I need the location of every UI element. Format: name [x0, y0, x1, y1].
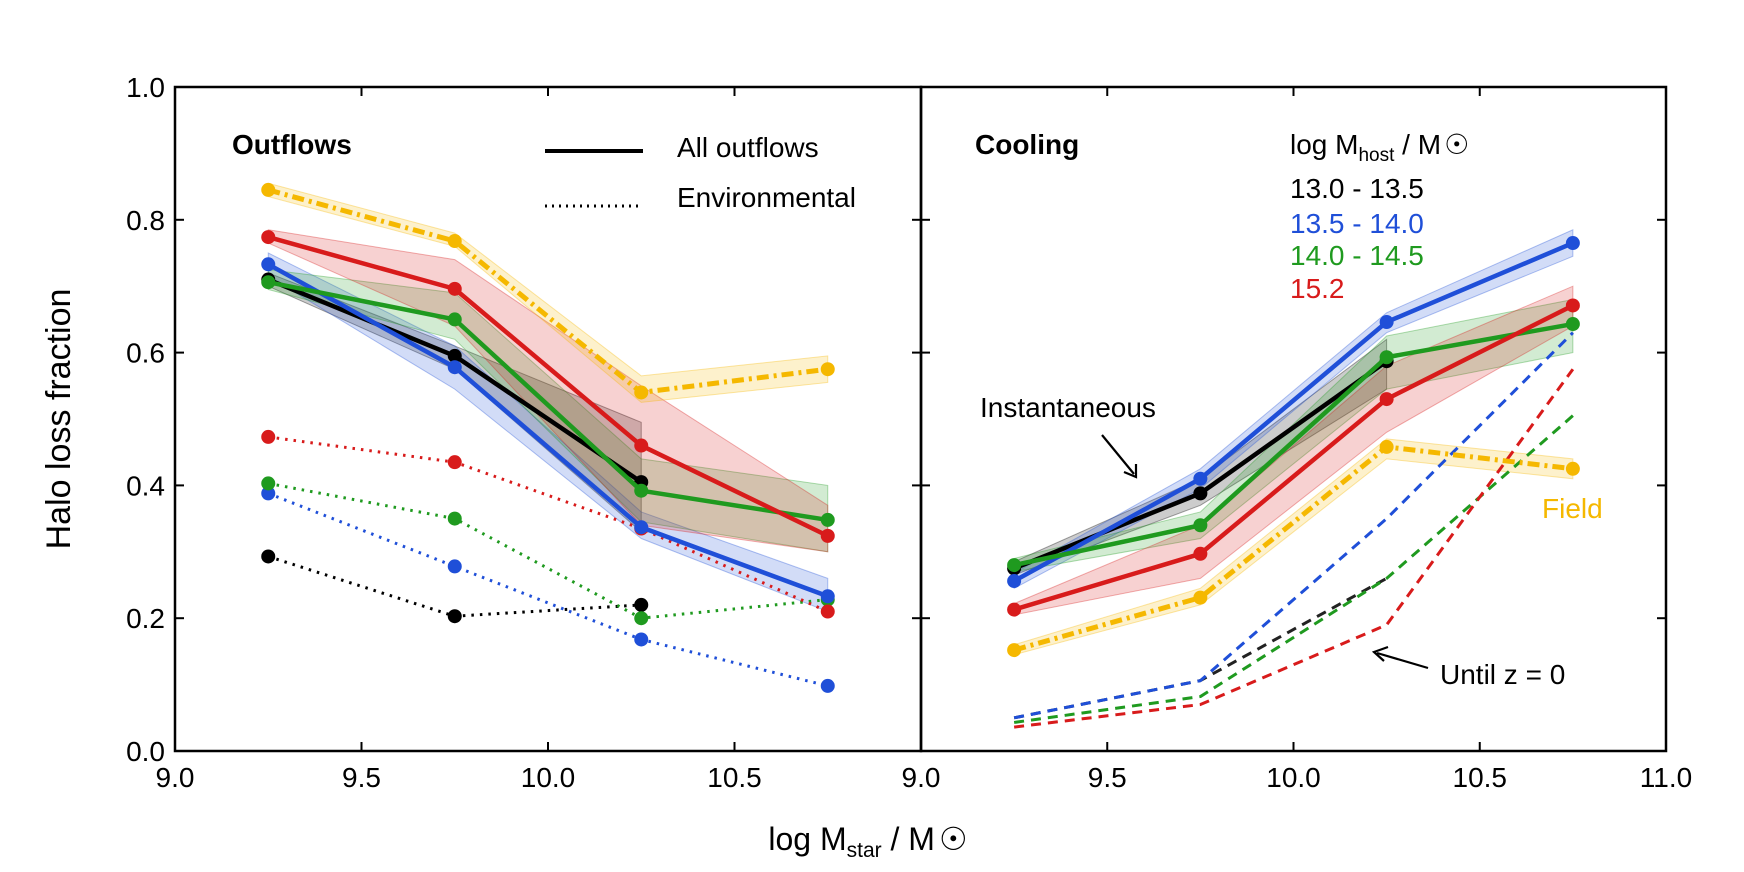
until-z0-arrow-line: [1376, 651, 1429, 670]
legend-mass-bin-4: 15.2: [1290, 273, 1345, 304]
right-line-13-5-14-0-z0: [1013, 331, 1574, 720]
right-panel-marks: [1007, 228, 1580, 729]
axis-ticks: 9.0 9.5 10.0 10.5 9.0 9.5 10.0 10.5 11.0 0.0 0.2 0.…: [126, 72, 1692, 793]
right-point-13-5-14-0-inst-3: [1565, 236, 1580, 251]
right-point-14-0-14-5-inst-2: [1379, 350, 1394, 365]
left-point-13-5-14-0-all-1: [447, 360, 462, 375]
left-point-15-2-all-2: [634, 438, 649, 453]
left-point-15-2-all-3: [820, 528, 835, 543]
left-point-14-0-14-5-all-0: [261, 275, 276, 290]
left-point-13-5-14-0-all-3: [820, 589, 835, 604]
right-point-field-inst-0: [1007, 643, 1022, 658]
instantaneous-arrow-head: [1123, 464, 1138, 479]
right-point-13-5-14-0-inst-1: [1193, 471, 1208, 486]
legend-all-outflows-label: All outflows: [677, 132, 819, 163]
right-x-tick-label: 9.0: [902, 762, 941, 793]
left-line-14-0-14-5-all: [267, 280, 829, 523]
right-panel-title: Cooling: [975, 129, 1079, 160]
left-x-tick-label: 10.5: [707, 762, 762, 793]
left-point-14-0-14-5-all-1: [447, 312, 462, 327]
right-point-14-0-14-5-inst-0: [1007, 558, 1022, 573]
right-point-14-0-14-5-inst-1: [1193, 518, 1208, 533]
left-point-13-5-14-0-all-2: [634, 520, 649, 535]
right-line-14-0-14-5-inst: [1013, 321, 1574, 568]
left-point-15-2-env-1: [447, 455, 462, 470]
left-line-13-5-14-0-all: [267, 262, 829, 599]
right-x-tick-label: 9.5: [1088, 762, 1127, 793]
right-point-15-2-inst-1: [1193, 546, 1208, 561]
left-x-tick-label: 9.0: [156, 762, 195, 793]
right-x-tick-label: 11.0: [1640, 762, 1692, 793]
y-tick-label: 0.0: [126, 736, 165, 767]
right-point-13-0-13-5-inst-1: [1193, 486, 1208, 501]
right-point-15-2-inst-2: [1379, 392, 1394, 407]
left-point-14-0-14-5-all-2: [634, 483, 649, 498]
left-point-14-0-14-5-env-1: [447, 511, 462, 526]
instantaneous-annotation: Instantaneous: [980, 392, 1156, 423]
left-point-13-5-14-0-env-3: [820, 678, 835, 693]
right-band-13-5-14-0-inst: [1013, 228, 1574, 590]
right-x-tick-label: 10.5: [1453, 762, 1508, 793]
left-x-tick-label: 10.0: [521, 762, 576, 793]
until-z0-arrow-head: [1371, 645, 1389, 662]
left-panel-marks: [261, 182, 835, 693]
left-point-15-2-env-0: [261, 429, 276, 444]
left-point-field-all-1: [447, 234, 462, 249]
instantaneous-arrow-line: [1101, 434, 1135, 475]
y-axis-label: Halo loss fraction: [40, 289, 78, 550]
left-line-14-0-14-5-env: [267, 481, 828, 620]
left-point-13-5-14-0-env-2: [634, 632, 649, 647]
x-axis-label: log Mstar / M ☉: [768, 821, 967, 862]
host-mass-legend-title: log Mhost / M ☉: [1290, 129, 1469, 166]
right-band-14-0-14-5-inst: [1013, 298, 1574, 573]
left-point-15-2-all-1: [447, 281, 462, 296]
left-band-15-2-all: [267, 229, 829, 553]
y-tick-label: 0.2: [126, 603, 165, 634]
legend-mass-bin-2: 13.5 - 14.0: [1290, 208, 1424, 239]
legend-mass-bin-3: 14.0 - 14.5: [1290, 240, 1424, 271]
right-line-15-2-z0: [1013, 368, 1575, 729]
left-line-field-all: [267, 187, 829, 395]
left-point-field-all-2: [634, 385, 649, 400]
left-line-15-2-all: [267, 234, 829, 538]
left-point-15-2-env-3: [820, 604, 835, 619]
right-point-field-inst-3: [1565, 461, 1580, 476]
y-tick-label: 0.4: [126, 470, 165, 501]
left-point-field-all-3: [820, 362, 835, 377]
right-line-13-5-14-0-inst: [1013, 240, 1574, 583]
right-point-14-0-14-5-inst-3: [1565, 317, 1580, 332]
right-point-13-5-14-0-inst-0: [1007, 574, 1022, 589]
right-line-field-inst: [1013, 444, 1574, 653]
legend-environmental-label: Environmental: [677, 182, 856, 213]
left-point-14-0-14-5-env-0: [261, 476, 276, 491]
left-panel-title: Outflows: [232, 129, 352, 160]
right-point-field-inst-2: [1379, 439, 1394, 454]
left-line-15-2-env: [268, 435, 829, 613]
left-point-13-0-13-5-env-2: [634, 597, 649, 612]
left-point-field-all-0: [261, 182, 276, 197]
left-point-13-0-13-5-env-1: [447, 609, 462, 624]
right-line-15-2-inst: [1013, 303, 1574, 612]
until-z0-annotation: Until z = 0: [1440, 659, 1565, 690]
left-point-13-5-14-0-env-0: [261, 486, 276, 501]
right-point-field-inst-1: [1193, 590, 1208, 605]
left-point-13-0-13-5-all-1: [447, 348, 462, 363]
right-point-15-2-inst-0: [1007, 602, 1022, 617]
right-point-13-5-14-0-inst-2: [1379, 315, 1394, 330]
y-tick-label: 0.6: [126, 338, 165, 369]
left-point-13-5-14-0-env-1: [447, 559, 462, 574]
field-annotation: Field: [1542, 493, 1603, 524]
y-tick-label: 0.8: [126, 205, 165, 236]
left-point-13-5-14-0-all-0: [261, 257, 276, 272]
legend-mass-bin-1: 13.0 - 13.5: [1290, 173, 1424, 204]
left-point-14-0-14-5-env-2: [634, 611, 649, 626]
left-point-13-0-13-5-env-0: [261, 549, 276, 564]
left-point-15-2-all-0: [261, 230, 276, 245]
y-tick-label: 1.0: [126, 72, 165, 103]
left-point-14-0-14-5-all-3: [820, 512, 835, 527]
left-x-tick-label: 9.5: [342, 762, 381, 793]
right-point-15-2-inst-3: [1565, 298, 1580, 313]
right-x-tick-label: 10.0: [1266, 762, 1321, 793]
